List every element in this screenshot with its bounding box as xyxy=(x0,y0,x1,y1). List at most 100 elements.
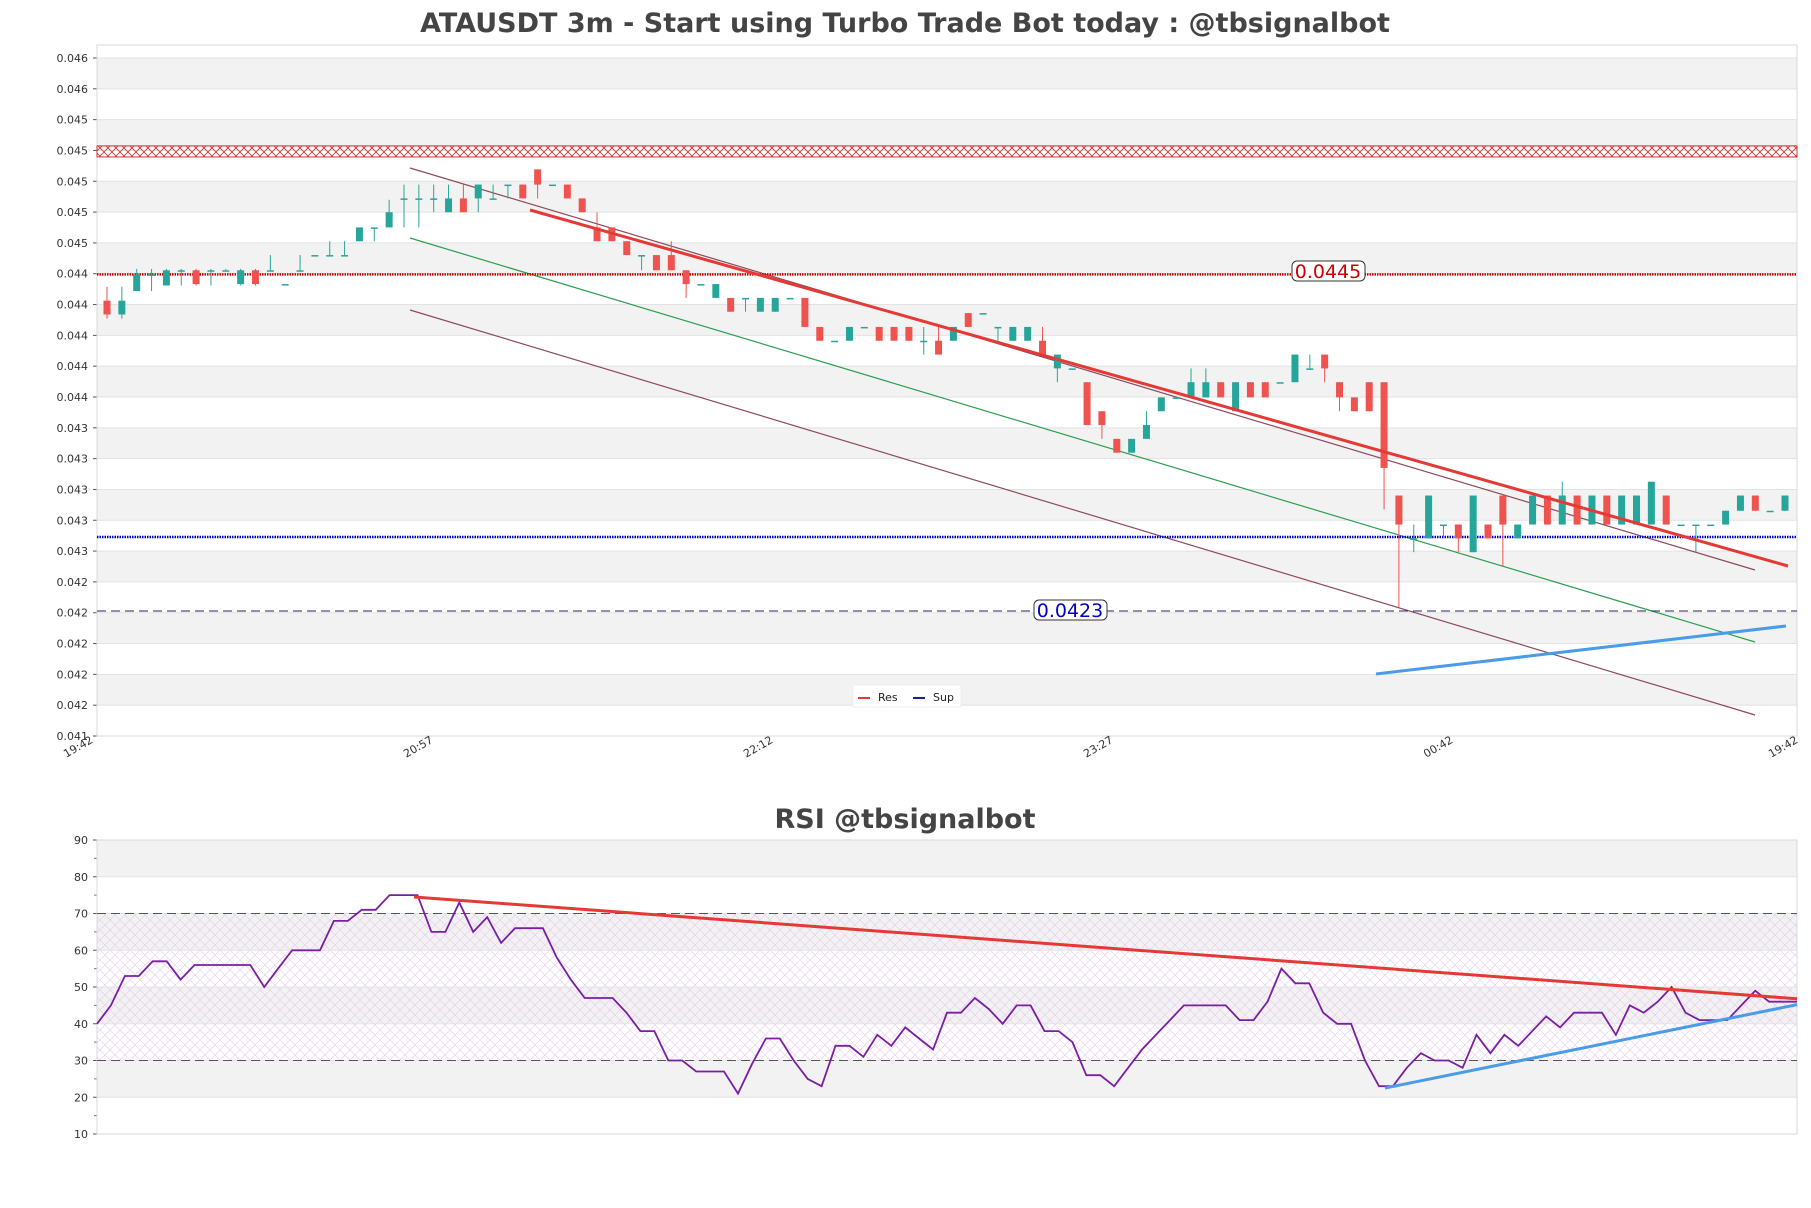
candle-body xyxy=(504,184,512,187)
candle-body xyxy=(1662,495,1670,525)
legend-box xyxy=(852,684,962,708)
resistance-label-box xyxy=(1291,260,1366,282)
price-grid-band xyxy=(97,58,1797,89)
support-trend-line xyxy=(1375,624,1787,676)
candle-body xyxy=(905,326,913,341)
candle-body xyxy=(1113,438,1121,453)
candle-body xyxy=(1321,354,1329,369)
candle-body xyxy=(756,297,764,312)
price-y-tick-label: 0.042 xyxy=(57,607,89,620)
rsi-series-line xyxy=(96,894,1797,1096)
candle-body xyxy=(1618,495,1626,525)
price-y-tick-label: 0.043 xyxy=(57,514,89,527)
candle-body xyxy=(1692,524,1700,527)
price-grid-band xyxy=(97,119,1797,151)
price-y-tick-label: 0.041 xyxy=(57,730,89,743)
support-label: 0.0423 xyxy=(1037,600,1103,622)
candle-body xyxy=(1647,481,1655,525)
price-grid-band xyxy=(97,489,1797,521)
candle-body xyxy=(1039,340,1047,355)
candle-body xyxy=(1128,438,1136,453)
candle-body xyxy=(1306,368,1314,370)
price-chart-title: ATAUSDT 3m - Start using Turbo Trade Bot… xyxy=(420,8,1390,39)
channel-lower-line xyxy=(409,309,1756,716)
candle-body xyxy=(133,274,141,291)
candle-body xyxy=(548,184,556,187)
rsi-y-tick-label: 20 xyxy=(74,1091,88,1104)
candle-body xyxy=(1529,495,1537,525)
price-y-tick-label: 0.044 xyxy=(57,360,89,373)
candle-body xyxy=(1172,397,1180,399)
candle-body xyxy=(667,255,675,271)
price-y-tick-label: 0.042 xyxy=(57,699,89,712)
candle-body xyxy=(1751,495,1759,511)
candle-body xyxy=(623,241,631,256)
candle-body xyxy=(1276,382,1284,384)
price-y-tick-label: 0.044 xyxy=(57,329,89,342)
candle-body xyxy=(1558,495,1566,525)
candle-body xyxy=(742,297,750,300)
candle-body xyxy=(816,326,824,341)
candle-body xyxy=(1707,524,1715,527)
candle-body xyxy=(1499,495,1507,525)
candle-body xyxy=(1543,495,1551,525)
candle-body xyxy=(1083,382,1091,426)
candle-body xyxy=(638,255,646,257)
rsi-y-tick-label: 60 xyxy=(74,944,88,957)
candle-body xyxy=(652,255,660,271)
candle-body xyxy=(489,198,497,200)
candle-body xyxy=(1336,382,1344,398)
candle-body xyxy=(994,326,1002,329)
candle-body xyxy=(341,255,349,257)
price-y-tick-label: 0.043 xyxy=(57,453,89,466)
price-y-tick-label: 0.045 xyxy=(57,206,89,219)
candle-body xyxy=(860,326,868,329)
rsi-y-tick-label: 80 xyxy=(74,871,88,884)
candle-body xyxy=(237,270,245,285)
price-y-tick-label: 0.043 xyxy=(57,545,89,558)
candle-body xyxy=(1469,495,1477,553)
candle-body xyxy=(727,297,735,312)
candle-body xyxy=(474,184,482,199)
price-plot-frame xyxy=(96,44,1798,737)
rsi-y-tick-label: 90 xyxy=(74,834,88,847)
candle-body xyxy=(1781,495,1789,511)
candle-body xyxy=(845,326,853,341)
price-y-tick-label: 0.045 xyxy=(57,144,89,157)
price-y-tick-label: 0.042 xyxy=(57,638,89,651)
rsi-grid-band xyxy=(97,840,1797,877)
candle-body xyxy=(1098,411,1106,426)
candle-body xyxy=(326,255,334,257)
candle-body xyxy=(1187,382,1195,398)
candle-body xyxy=(964,313,972,327)
price-y-tick-label: 0.043 xyxy=(57,483,89,496)
rsi-support-trend-line xyxy=(1384,1003,1798,1090)
candle-body xyxy=(385,212,393,228)
candle-body xyxy=(875,326,883,341)
candle-body xyxy=(831,340,839,343)
candle-body xyxy=(578,198,586,213)
price-x-tick-label: 19:42 xyxy=(1766,733,1800,760)
price-y-tick-label: 0.042 xyxy=(57,668,89,681)
candle-body xyxy=(192,270,200,285)
candle-body xyxy=(1217,382,1225,398)
candle-body xyxy=(697,284,705,286)
candle-body xyxy=(1766,510,1774,513)
candle-body xyxy=(1380,382,1388,468)
candle-body xyxy=(1514,524,1522,539)
price-x-tick-label: 23:27 xyxy=(1081,733,1115,760)
price-x-tick-label: 20:57 xyxy=(401,733,435,760)
candle-body xyxy=(445,198,453,213)
candle-body xyxy=(712,284,720,298)
candle-body xyxy=(682,270,690,285)
candle-body xyxy=(1573,495,1581,525)
candle-body xyxy=(103,300,111,315)
candle-body xyxy=(266,270,274,272)
price-grid-band xyxy=(97,242,1797,274)
candle-body xyxy=(1410,538,1418,540)
candle-body xyxy=(771,297,779,312)
rsi-y-tick-label: 10 xyxy=(74,1128,88,1141)
candle-body xyxy=(1722,510,1730,525)
